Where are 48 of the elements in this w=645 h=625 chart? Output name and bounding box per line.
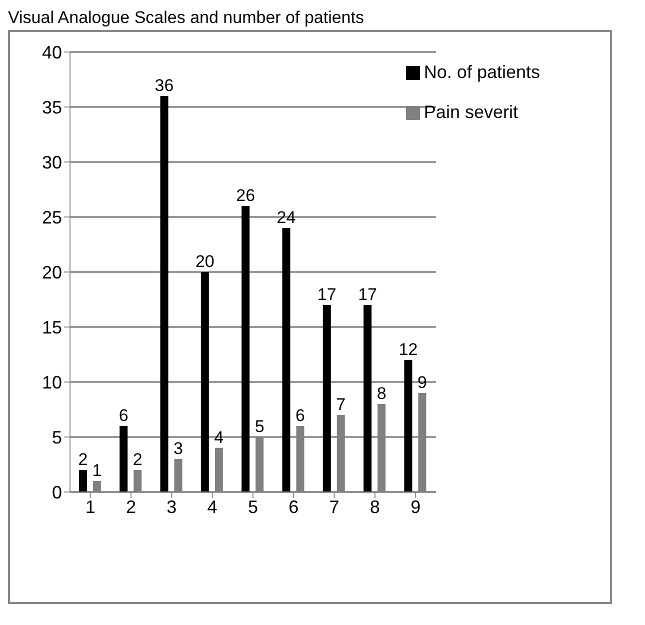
data-label: 20 (195, 252, 214, 271)
bar (404, 360, 412, 492)
data-label: 6 (296, 406, 305, 425)
x-tick-label: 5 (248, 496, 258, 517)
y-tick-label: 30 (42, 152, 62, 172)
data-label: 36 (154, 76, 174, 95)
y-tick-label: 10 (42, 372, 62, 392)
x-tick-label: 2 (126, 496, 136, 517)
x-tick-label: 7 (329, 496, 340, 517)
data-label: 9 (417, 373, 427, 392)
x-tick-label: 8 (370, 496, 380, 517)
chart-title: Visual Analogue Scales and number of patients (8, 8, 365, 28)
bar (120, 426, 128, 492)
y-tick-label: 20 (42, 262, 62, 282)
data-label: 5 (254, 417, 264, 436)
data-label: 1 (92, 461, 102, 480)
bar (78, 470, 87, 492)
x-tick-label: 3 (166, 496, 177, 517)
legend-label: Pain severit (424, 102, 518, 122)
bar (364, 305, 372, 492)
legend-label: No. of patients (424, 62, 540, 82)
data-label: 12 (398, 340, 418, 359)
data-label: 17 (317, 285, 336, 304)
y-tick-label: 40 (42, 42, 62, 62)
bar (200, 272, 209, 492)
data-label: 2 (78, 450, 88, 469)
bar (322, 305, 331, 492)
bar (282, 228, 290, 492)
data-label: 8 (376, 384, 386, 403)
data-label: 24 (276, 208, 296, 227)
y-tick-label: 0 (52, 482, 62, 502)
data-label: 3 (174, 439, 183, 458)
bar (160, 96, 168, 492)
data-label: 26 (236, 186, 256, 205)
data-label: 17 (358, 285, 378, 304)
x-tick-label: 1 (85, 496, 96, 517)
y-tick-label: 15 (42, 317, 62, 338)
y-tick-label: 25 (42, 207, 62, 228)
y-tick-label: 35 (42, 97, 62, 118)
data-label: 2 (132, 450, 142, 469)
y-tick-label: 5 (52, 427, 62, 448)
data-label: 4 (214, 428, 224, 447)
bar (242, 206, 250, 492)
x-tick-label: 4 (207, 496, 218, 517)
data-label: 6 (118, 406, 128, 425)
data-label: 7 (336, 395, 346, 414)
x-tick-label: 6 (288, 496, 299, 517)
x-tick-label: 9 (410, 496, 421, 517)
